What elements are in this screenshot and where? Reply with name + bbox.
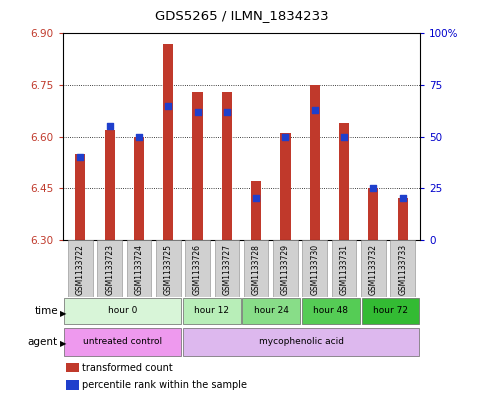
Bar <box>104 130 115 240</box>
FancyBboxPatch shape <box>98 240 122 297</box>
FancyBboxPatch shape <box>214 240 239 297</box>
Text: GSM1133728: GSM1133728 <box>252 244 261 295</box>
FancyBboxPatch shape <box>361 240 385 297</box>
Text: GSM1133727: GSM1133727 <box>222 244 231 295</box>
FancyBboxPatch shape <box>242 299 300 325</box>
Text: hour 0: hour 0 <box>108 307 137 315</box>
Text: GSM1133722: GSM1133722 <box>76 244 85 295</box>
Bar <box>280 133 291 240</box>
Text: ▶: ▶ <box>60 309 67 318</box>
Text: GSM1133729: GSM1133729 <box>281 244 290 295</box>
Point <box>106 123 114 129</box>
Point <box>135 134 143 140</box>
FancyBboxPatch shape <box>183 299 241 325</box>
FancyBboxPatch shape <box>64 299 181 325</box>
Text: percentile rank within the sample: percentile rank within the sample <box>83 380 247 390</box>
Text: time: time <box>34 307 58 316</box>
Text: hour 12: hour 12 <box>194 307 229 315</box>
FancyBboxPatch shape <box>362 299 419 325</box>
Bar <box>368 188 379 240</box>
Point <box>223 109 231 115</box>
Bar <box>163 44 173 240</box>
Text: untreated control: untreated control <box>83 337 162 346</box>
Point <box>311 107 319 113</box>
FancyBboxPatch shape <box>273 240 298 297</box>
FancyBboxPatch shape <box>332 240 356 297</box>
Text: GSM1133724: GSM1133724 <box>134 244 143 295</box>
Bar <box>66 363 79 373</box>
Text: transformed count: transformed count <box>83 362 173 373</box>
Point <box>252 195 260 202</box>
Bar <box>192 92 203 240</box>
FancyBboxPatch shape <box>244 240 269 297</box>
Bar <box>310 85 320 240</box>
Point <box>76 154 84 160</box>
Point <box>340 134 348 140</box>
Text: mycophenolic acid: mycophenolic acid <box>258 337 343 346</box>
Text: GSM1133731: GSM1133731 <box>340 244 349 295</box>
Bar <box>339 123 349 240</box>
FancyBboxPatch shape <box>302 299 360 325</box>
Text: GSM1133730: GSM1133730 <box>310 244 319 296</box>
Point <box>369 185 377 191</box>
Text: hour 24: hour 24 <box>254 307 289 315</box>
FancyBboxPatch shape <box>302 240 327 297</box>
Point <box>194 109 201 115</box>
Point <box>399 195 407 202</box>
FancyBboxPatch shape <box>183 328 419 356</box>
FancyBboxPatch shape <box>64 328 181 356</box>
FancyBboxPatch shape <box>68 240 93 297</box>
Point <box>282 134 289 140</box>
Text: agent: agent <box>28 337 58 347</box>
FancyBboxPatch shape <box>185 240 210 297</box>
Bar <box>222 92 232 240</box>
FancyBboxPatch shape <box>390 240 415 297</box>
Bar <box>398 198 408 240</box>
Text: GSM1133726: GSM1133726 <box>193 244 202 295</box>
Point <box>164 103 172 109</box>
Bar <box>134 137 144 240</box>
FancyBboxPatch shape <box>127 240 151 297</box>
Bar <box>251 181 261 240</box>
Text: GSM1133725: GSM1133725 <box>164 244 173 295</box>
Bar <box>75 154 85 240</box>
Text: GDS5265 / ILMN_1834233: GDS5265 / ILMN_1834233 <box>155 9 328 22</box>
Bar <box>66 380 79 390</box>
Text: GSM1133723: GSM1133723 <box>105 244 114 295</box>
Text: hour 72: hour 72 <box>373 307 408 315</box>
Text: GSM1133732: GSM1133732 <box>369 244 378 295</box>
Text: GSM1133733: GSM1133733 <box>398 244 407 296</box>
FancyBboxPatch shape <box>156 240 181 297</box>
Text: hour 48: hour 48 <box>313 307 348 315</box>
Text: ▶: ▶ <box>60 340 67 348</box>
